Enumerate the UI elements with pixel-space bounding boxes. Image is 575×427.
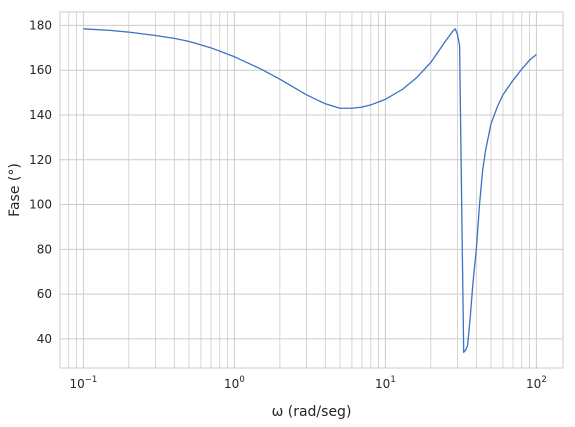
x-tick-label: 10−1 — [69, 375, 97, 391]
plot-background — [60, 12, 563, 368]
plot-frame — [59, 11, 564, 369]
x-axis-label: ω (rad/seg) — [272, 404, 352, 420]
x-tick-label: 102 — [526, 375, 547, 391]
y-tick-label: 180 — [29, 18, 52, 32]
phase-line — [83, 28, 537, 353]
y-tick-label: 40 — [37, 332, 52, 346]
y-tick-label: 80 — [37, 242, 52, 256]
y-tick-label: 100 — [29, 198, 52, 212]
y-tick-label: 160 — [29, 63, 52, 77]
x-tick-label: 100 — [224, 375, 245, 391]
y-tick-label: 140 — [29, 108, 52, 122]
y-axis-label: Fase (°) — [7, 163, 23, 217]
x-grid — [59, 12, 537, 368]
x-tick-labels: 10−1 100 101 102 — [69, 375, 546, 391]
series-group — [83, 28, 537, 353]
x-tick-label: 101 — [375, 375, 396, 391]
y-tick-label: 120 — [29, 153, 52, 167]
y-tick-labels: 40 60 80 100 120 140 160 180 — [29, 18, 52, 345]
y-tick-label: 60 — [37, 287, 52, 301]
